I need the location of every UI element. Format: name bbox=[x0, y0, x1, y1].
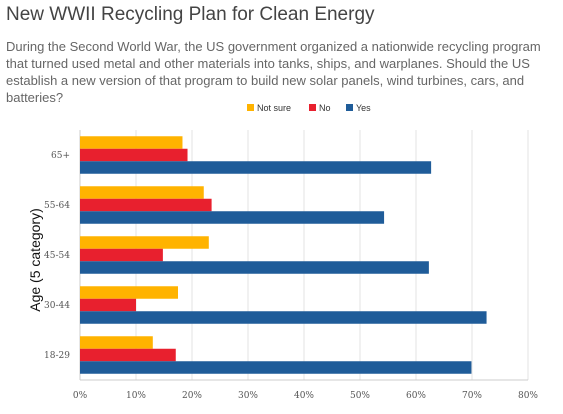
x-tick-label: 80% bbox=[518, 391, 538, 401]
legend-swatch-yes bbox=[346, 104, 353, 111]
y-tick-label: 18-29 bbox=[44, 351, 70, 361]
bar-yes-65 bbox=[80, 161, 432, 174]
legend-label-no: No bbox=[319, 103, 331, 113]
x-tick-label: 70% bbox=[462, 391, 482, 401]
legend-label-yes: Yes bbox=[356, 103, 371, 113]
bar-yes-45-54 bbox=[80, 261, 429, 274]
x-tick-label: 20% bbox=[182, 391, 202, 401]
y-tick-label: 55-64 bbox=[44, 201, 70, 211]
bar-yes-30-44 bbox=[80, 311, 487, 324]
legend-swatch-not-sure bbox=[247, 104, 254, 111]
y-tick-label: 45-54 bbox=[44, 251, 70, 261]
bar-not-sure-65 bbox=[80, 136, 183, 149]
legend-swatch-no bbox=[309, 104, 316, 111]
bar-no-30-44 bbox=[80, 298, 136, 312]
bar-not-sure-30-44 bbox=[80, 286, 178, 299]
bar-no-18-29 bbox=[80, 348, 176, 362]
bar-not-sure-18-29 bbox=[80, 336, 153, 349]
x-tick-label: 50% bbox=[350, 391, 370, 401]
legend-label-not-sure: Not sure bbox=[257, 103, 291, 113]
x-tick-label: 0% bbox=[73, 391, 88, 401]
y-tick-label: 65+ bbox=[51, 151, 70, 161]
bar-no-55-64 bbox=[80, 198, 212, 212]
x-tick-label: 10% bbox=[126, 391, 146, 401]
chart-subtitle: During the Second World War, the US gove… bbox=[6, 39, 541, 105]
bar-no-65 bbox=[80, 148, 188, 162]
x-tick-label: 60% bbox=[406, 391, 426, 401]
bar-yes-55-64 bbox=[80, 211, 385, 224]
x-tick-label: 40% bbox=[294, 391, 314, 401]
bar-no-45-54 bbox=[80, 248, 163, 262]
bar-yes-18-29 bbox=[80, 361, 472, 374]
y-axis-title: Age (5 category) bbox=[27, 208, 43, 312]
bar-not-sure-55-64 bbox=[80, 186, 204, 199]
y-tick-label: 30-44 bbox=[44, 301, 70, 311]
bar-not-sure-45-54 bbox=[80, 236, 209, 249]
x-tick-label: 30% bbox=[238, 391, 258, 401]
chart-title: New WWII Recycling Plan for Clean Energy bbox=[6, 4, 375, 25]
